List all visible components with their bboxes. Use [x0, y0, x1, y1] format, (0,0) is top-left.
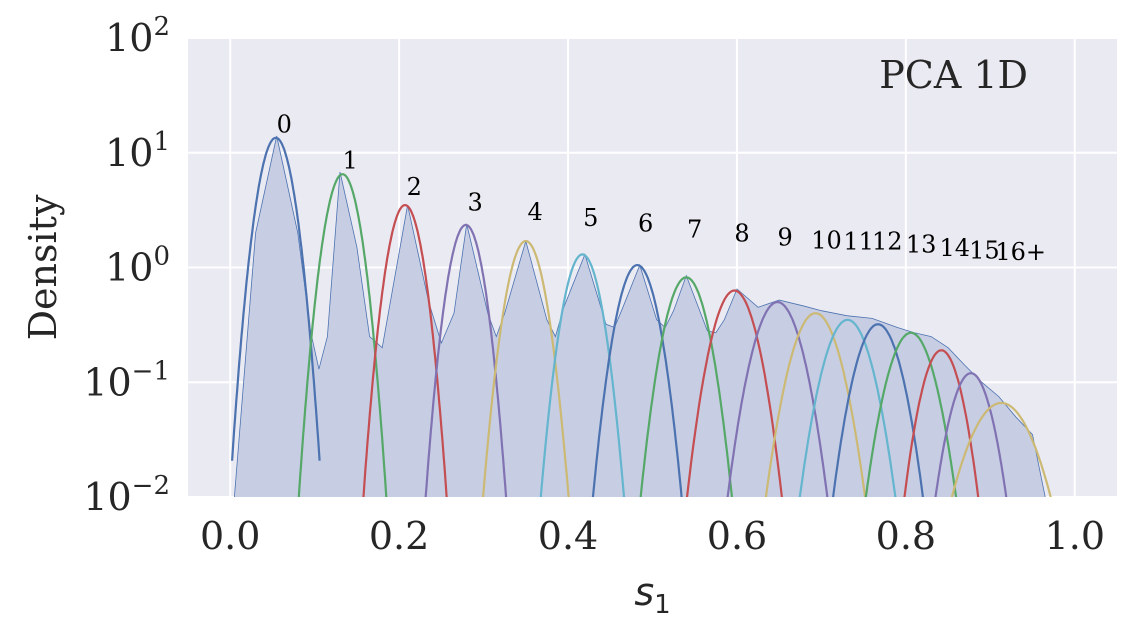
curve-2	[362, 203, 448, 497]
peak-label-15: 15	[969, 236, 1000, 264]
peak-label-4: 4	[527, 198, 542, 226]
y-tick-labels: 10−2 10−1 100 101 102	[83, 12, 170, 519]
curve-5	[539, 253, 626, 497]
curve-12	[832, 323, 924, 497]
curve-15	[934, 372, 1008, 497]
y-tick-label: 100	[105, 242, 170, 290]
peak-label-3: 3	[467, 188, 482, 216]
histogram-area	[234, 135, 1046, 497]
peak-label-1: 1	[343, 146, 358, 174]
gaussian-curves	[231, 136, 1052, 497]
x-tick-label: 1.0	[1045, 514, 1105, 558]
curve-8	[685, 289, 783, 497]
peak-label-9: 9	[777, 224, 792, 252]
y-tick-label: 101	[105, 127, 170, 175]
x-axis-label-base: s	[634, 570, 654, 614]
peak-label-13: 13	[906, 231, 937, 259]
curve-1	[297, 173, 388, 497]
curve-16plus	[950, 401, 1052, 497]
peak-label-16plus: 16+	[995, 238, 1046, 266]
y-axis-label: Density	[21, 194, 65, 340]
peak-label-10: 10	[811, 226, 842, 254]
curve-9	[726, 300, 829, 497]
curve-10	[764, 312, 867, 497]
peak-label-14: 14	[940, 234, 971, 262]
peak-label-2: 2	[407, 173, 422, 201]
x-tick-label: 0.4	[538, 514, 598, 558]
x-axis-label-subscript: 1	[654, 590, 671, 620]
y-tick-label: 10−2	[83, 471, 170, 519]
y-tick-label: 102	[105, 12, 170, 60]
curve-7	[639, 276, 734, 497]
x-tick-label: 0.0	[200, 514, 260, 558]
peak-label-5: 5	[583, 204, 598, 232]
x-tick-labels: 0.0 0.2 0.4 0.6 0.8 1.0	[200, 514, 1105, 558]
chart-annotation: PCA 1D	[879, 53, 1028, 97]
curve-13	[864, 331, 958, 497]
peak-label-0: 0	[277, 111, 292, 139]
peak-label-7: 7	[687, 216, 702, 244]
x-tick-label: 0.6	[707, 514, 767, 558]
curve-14	[903, 349, 980, 497]
curve-11	[798, 318, 897, 497]
curve-6	[591, 263, 683, 497]
x-axis-label: s1	[634, 570, 670, 620]
curve-0	[231, 136, 321, 461]
histogram-shape	[234, 135, 1046, 497]
curve-4	[481, 240, 570, 497]
peak-label-12: 12	[872, 228, 903, 256]
x-tick-label: 0.2	[369, 514, 429, 558]
peak-label-11: 11	[843, 228, 874, 256]
peak-label-8: 8	[734, 220, 749, 248]
x-tick-label: 0.8	[876, 514, 936, 558]
y-tick-label: 10−1	[83, 356, 170, 404]
peak-label-6: 6	[638, 210, 653, 238]
